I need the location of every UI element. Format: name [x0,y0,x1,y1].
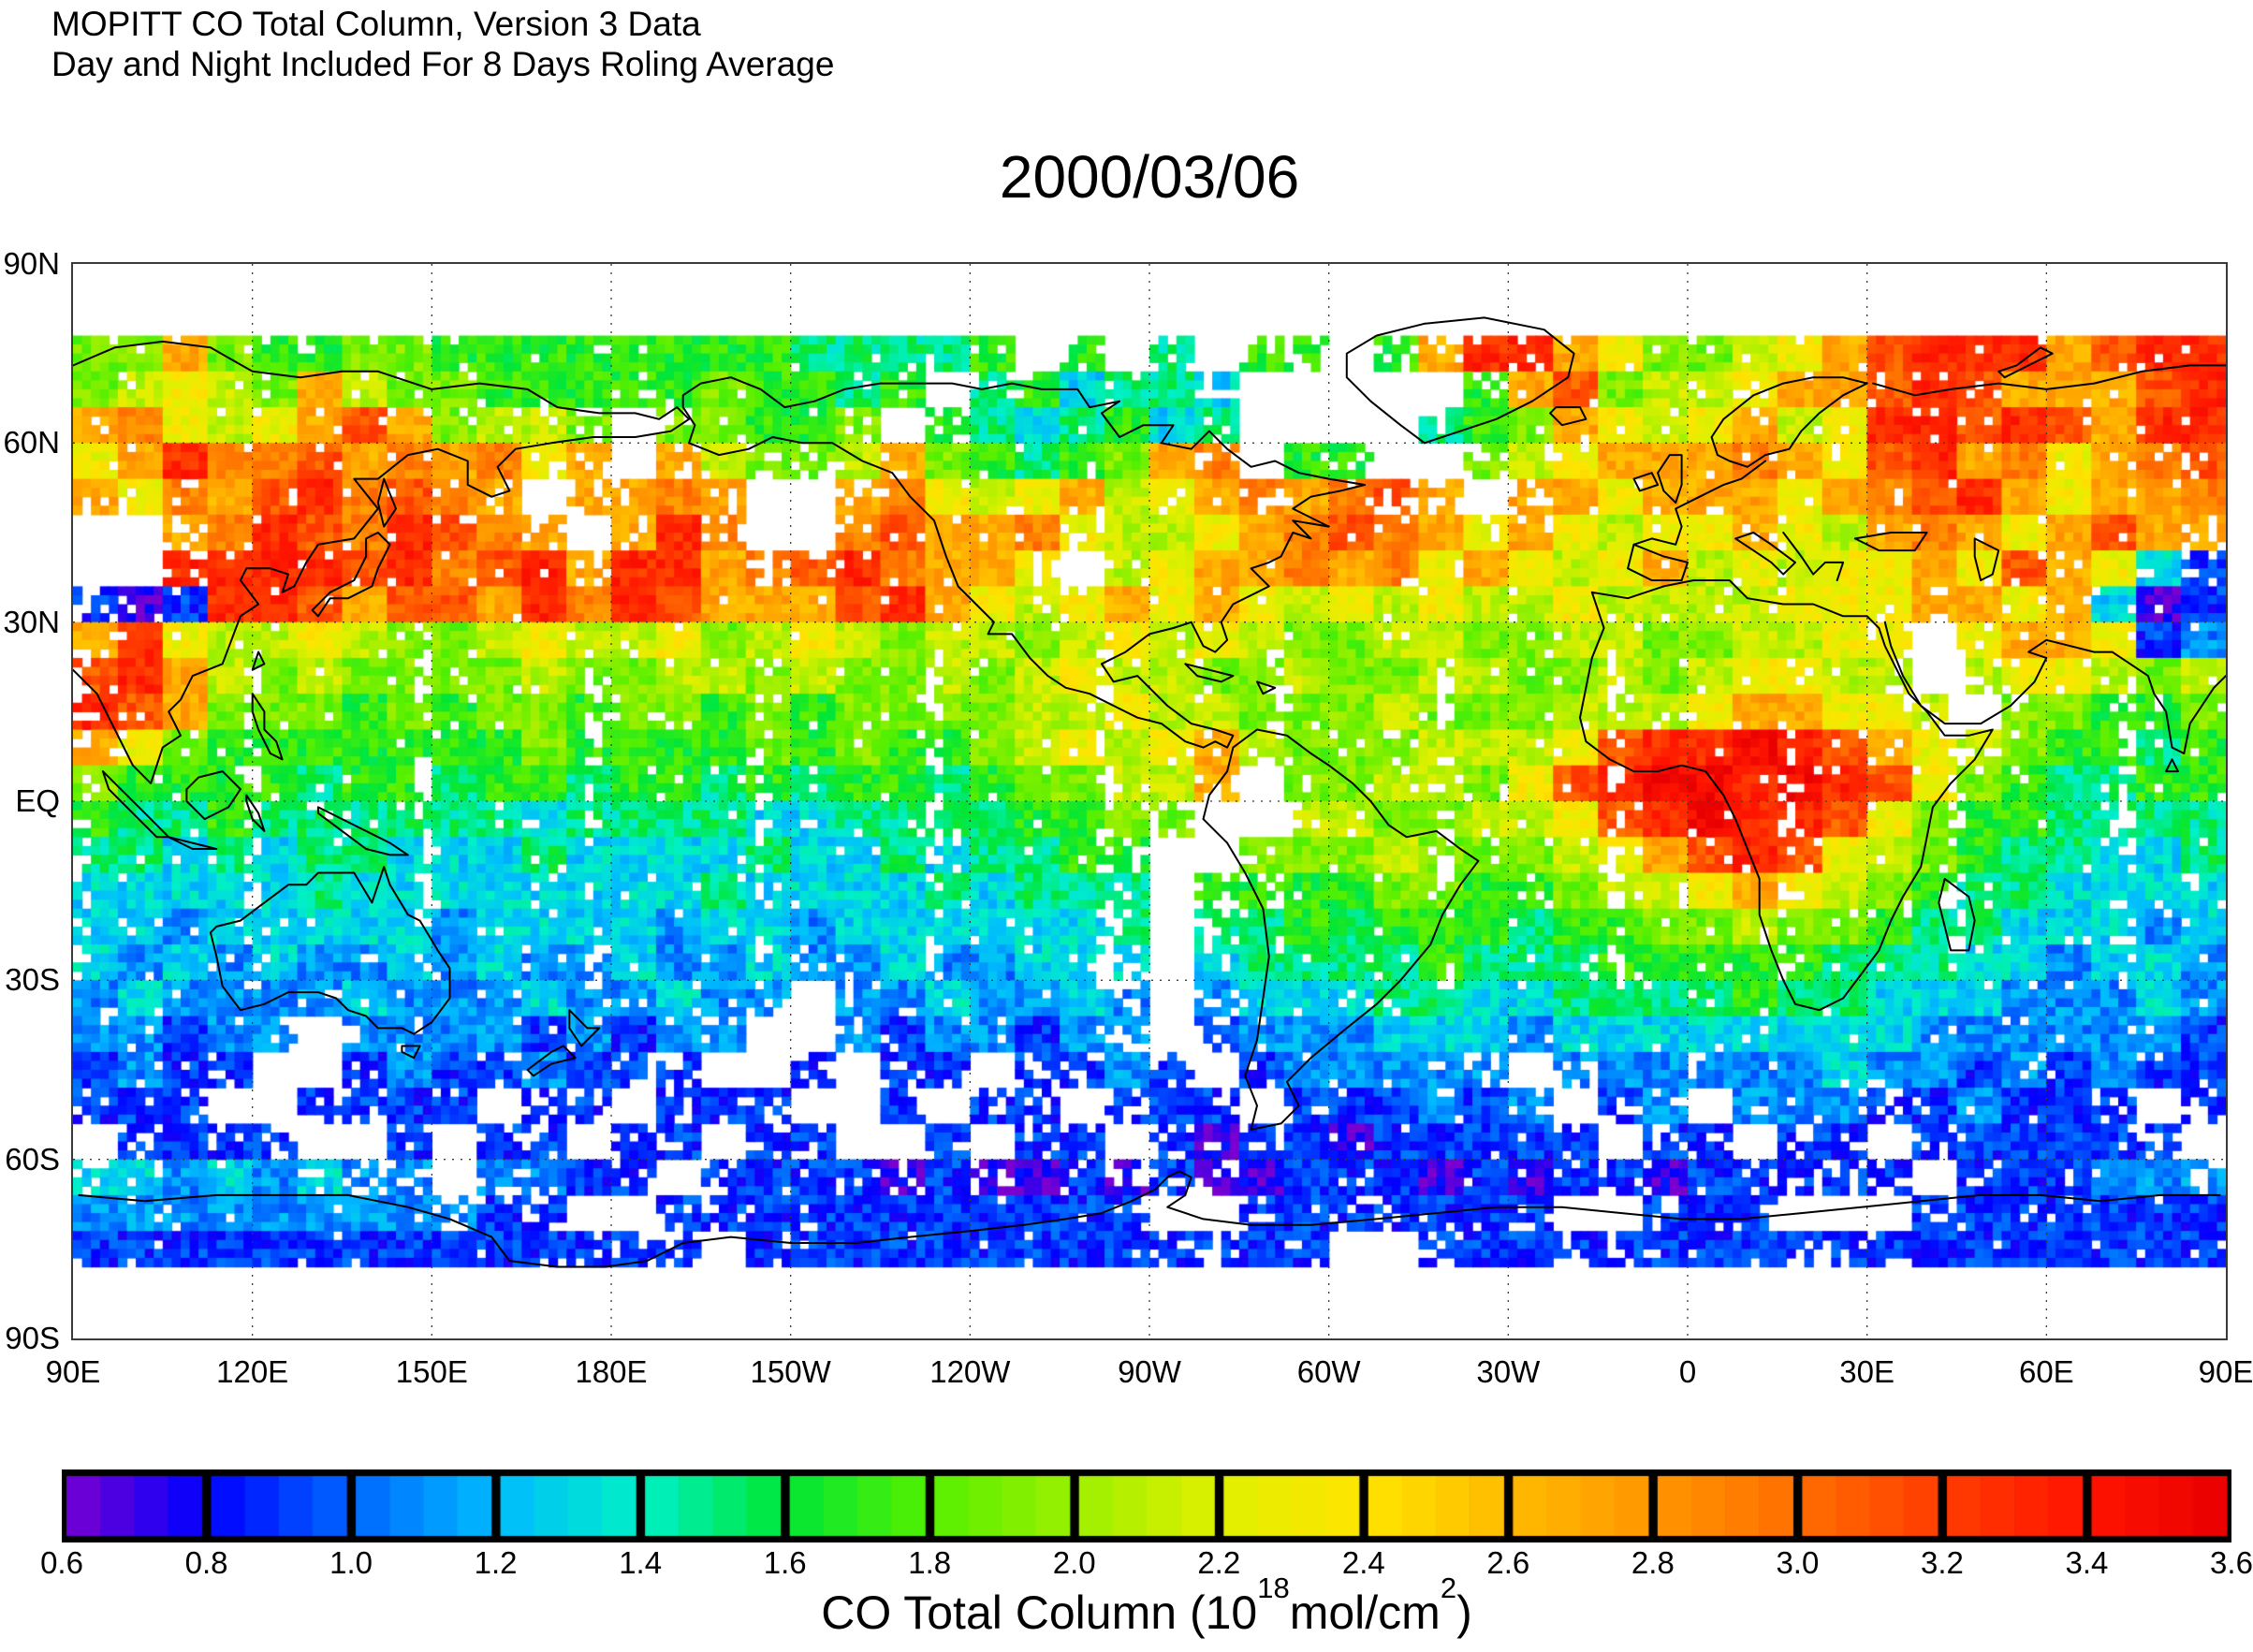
coastline-uk [1657,454,1683,504]
coastline-sulawesi [245,794,266,832]
co-data-raster [73,264,2226,1338]
coastline-caspian [1973,537,2000,581]
map-frame [71,262,2228,1340]
coastline-nz_south [526,1045,577,1077]
colorbar-tick-0.6: 0.6 [40,1545,83,1580]
colorbar-tick-2.4: 2.4 [1341,1545,1385,1580]
lon-tick-30E: 30E [1839,1354,1895,1389]
coastline-tasmania [401,1045,421,1060]
coastline-sri_lanka [2165,758,2179,773]
colorbar-tick-2.8: 2.8 [1631,1545,1675,1580]
coastline-australia [209,866,451,1035]
colorbar-label-suffix: ) [1456,1586,1472,1639]
lat-tick-90N: 90N [3,246,60,281]
coastline-japan [311,532,391,618]
coastline-madagascar [1938,877,1976,952]
coastline-iceland [1549,406,1587,427]
coastline-antarctica [78,1170,2221,1268]
lon-tick-150W: 150W [750,1354,831,1389]
coastline-greece [1782,532,1845,581]
coastline-cuba [1184,663,1235,683]
lon-tick-150E: 150E [395,1354,468,1389]
coastline-eurasia_east [73,340,691,784]
colorbar-tick-1.4: 1.4 [619,1545,663,1580]
title-line-1: MOPITT CO Total Column, Version 3 Data [51,5,701,43]
coastline-novaya_zemlya [1997,346,2054,379]
lon-tick-90W: 90W [1118,1354,1181,1389]
lat-tick-30N: 30N [3,604,60,639]
colorbar-tick-1.6: 1.6 [763,1545,807,1580]
colorbar-tick-1.8: 1.8 [908,1545,952,1580]
coastline-borneo [185,770,241,821]
coastline-greenland [1345,316,1575,445]
lat-tick-60N: 60N [3,425,60,461]
lon-tick-120E: 120E [216,1354,289,1389]
coastline-europe_coast [1632,460,1767,546]
coastline-mideast_india [1883,621,2226,754]
date-title: 2000/03/06 [999,143,1300,211]
colorbar-tick-3.4: 3.4 [2065,1545,2109,1580]
lon-tick-60W: 60W [1296,1354,1361,1389]
colorbar-tick-2.0: 2.0 [1052,1545,1096,1580]
lon-tick-60E: 60E [2018,1354,2074,1389]
coastline-ireland [1632,472,1660,492]
colorbar-label-prefix: CO Total Column (10 [821,1586,1258,1639]
lat-tick-EQ: EQ [15,782,60,818]
colorbar-tick-1.2: 1.2 [474,1545,518,1580]
coastline-africa [1579,579,1994,1012]
colorbar-label-exponent-2: 2 [1440,1571,1457,1604]
lon-tick-90E: 90E [45,1354,101,1389]
lon-tick-30W: 30W [1476,1354,1541,1389]
coastline-taiwan [251,651,266,671]
coastline-north_america [681,376,1366,749]
colorbar-tick-3.6: 3.6 [2210,1545,2253,1580]
colorbar [62,1469,2231,1542]
colorbar-label-exponent: 18 [1257,1571,1290,1604]
coastline-iberia [1627,543,1689,581]
coastline-sakhalin [376,477,397,528]
coastline-south_america [1202,728,1480,1131]
figure-title: MOPITT CO Total Column, Version 3 Data D… [51,4,834,84]
lat-tick-30S: 30S [5,962,60,998]
colorbar-tick-0.8: 0.8 [184,1545,228,1580]
colorbar-label-units: mol/cm [1289,1586,1441,1639]
lat-tick-90S: 90S [5,1320,60,1355]
lon-tick-90E: 90E [2198,1354,2253,1389]
colorbar-tick-2.6: 2.6 [1486,1545,1530,1580]
lon-tick-120W: 120W [929,1354,1011,1389]
lon-tick-0: 0 [1678,1354,1697,1389]
coastline-java [168,836,218,850]
coastline-philippines [251,693,284,761]
lon-tick-180E: 180E [575,1354,648,1389]
coastline-italy [1734,532,1796,576]
coastline-new_guinea [316,806,409,856]
colorbar-tick-1.0: 1.0 [329,1545,373,1580]
colorbar-tick-3.0: 3.0 [1776,1545,1820,1580]
colorbar-label: CO Total Column (1018mol/cm2) [62,1572,2231,1640]
title-line-2: Day and Night Included For 8 Days Roling… [51,45,835,83]
coastline-sumatra [101,770,170,839]
map-overlay [73,264,2226,1338]
coastline-scandinavia [1710,376,1868,468]
coastline-black_sea [1853,532,1928,552]
lat-tick-60S: 60S [5,1141,60,1177]
coastline-nz_north [568,1009,601,1047]
coastline-russia_arctic [1872,364,2226,397]
coastline-hispaniola [1256,680,1277,695]
colorbar-tick-3.2: 3.2 [1920,1545,1964,1580]
